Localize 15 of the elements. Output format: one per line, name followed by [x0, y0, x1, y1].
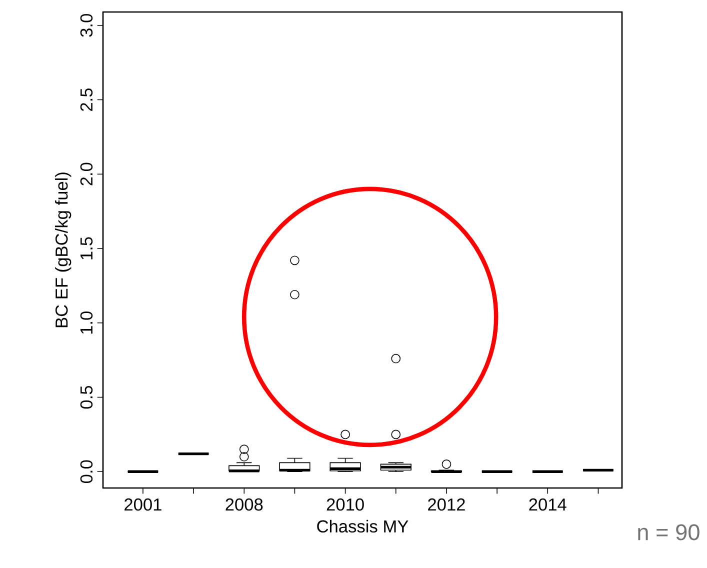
y-tick-label: 3.0 — [80, 14, 93, 37]
y-tick-label: 1.0 — [80, 312, 93, 334]
x-tick-label: 2014 — [529, 498, 566, 511]
y-tick-label: 2.0 — [80, 162, 93, 186]
x-tick-label: 2012 — [428, 498, 465, 511]
y-axis-title: BC EF (gBC/kg fuel) — [55, 172, 72, 328]
y-tick-label: 2.5 — [80, 88, 93, 111]
text: n = 90 — [638, 524, 700, 540]
x-tick-label: 2001 — [124, 498, 162, 511]
x-axis-title: Chassis MY — [317, 520, 408, 533]
y-tick-label: 0.5 — [80, 386, 93, 409]
y-tick-label: 0.0 — [80, 460, 93, 484]
y-tick-label: 1.5 — [80, 237, 93, 260]
x-tick-label: 2008 — [226, 498, 263, 511]
x-tick-label: 2010 — [326, 498, 364, 511]
